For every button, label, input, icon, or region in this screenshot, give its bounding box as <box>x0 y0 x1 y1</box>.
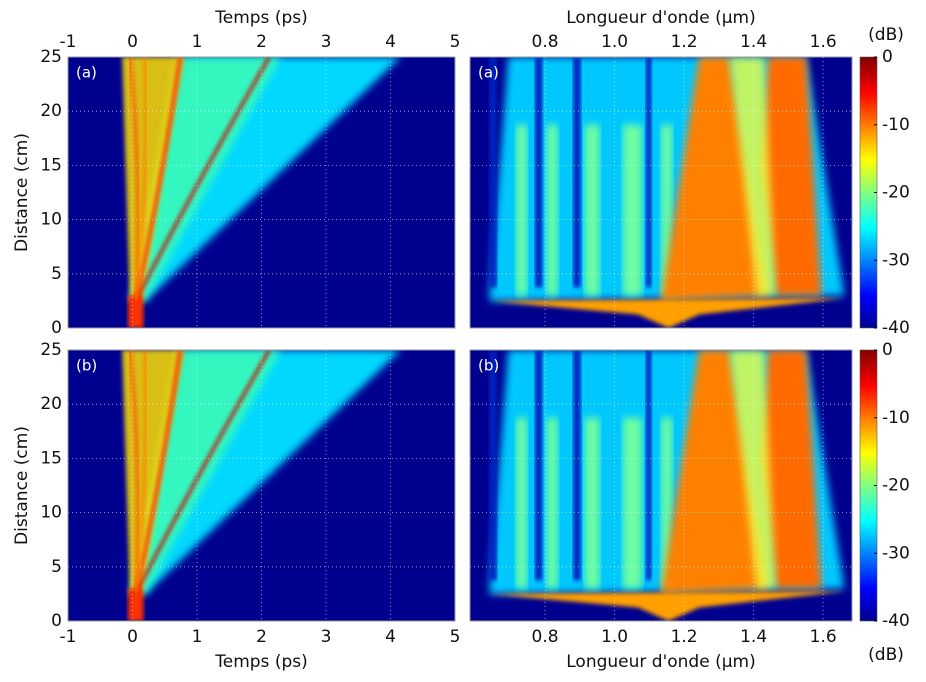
frame <box>469 349 853 622</box>
texture <box>573 57 581 288</box>
x-tick-label: 5 <box>450 32 461 52</box>
texture <box>489 57 497 288</box>
texture <box>489 298 845 328</box>
x-tick-label: 1 <box>192 32 203 52</box>
panel-label: (b) <box>76 357 97 375</box>
x-tick-label: 1.6 <box>810 627 837 647</box>
colorbar-tick-label: -20 <box>882 476 910 496</box>
x-tick-label: 1.0 <box>601 32 628 52</box>
x-tick-label: 1.0 <box>601 627 628 647</box>
x-tick-label: 4 <box>385 627 396 647</box>
texture <box>546 417 558 589</box>
texture <box>729 350 776 589</box>
colorbar-tick-label: -10 <box>882 408 910 428</box>
texture <box>127 588 144 621</box>
x-tick-label: 1 <box>192 627 203 647</box>
x-tick-label: 3 <box>321 32 332 52</box>
heatmap <box>470 57 852 328</box>
colorbar-tick-label: -30 <box>882 250 910 270</box>
x-tick-label: 4 <box>385 32 396 52</box>
texture <box>573 350 581 581</box>
x-tick-label: 1.4 <box>740 627 767 647</box>
y-tick-label: 15 <box>40 448 62 468</box>
y-tick-label: 0 <box>51 611 62 631</box>
panel-label: (b) <box>478 357 499 375</box>
texture <box>515 417 528 589</box>
x-tick-label: 0.8 <box>532 32 559 52</box>
colorbar-tick-label: -10 <box>882 115 910 135</box>
texture <box>622 417 642 589</box>
texture <box>534 350 543 581</box>
texture <box>661 417 673 589</box>
heatmap <box>68 57 455 328</box>
texture <box>134 57 148 302</box>
heatmap <box>470 350 852 621</box>
x-axis-label: Temps (ps) <box>214 652 307 672</box>
texture <box>622 124 642 296</box>
x-tick-label: 2 <box>256 32 267 52</box>
x-tick-label: 5 <box>450 627 461 647</box>
x-axis-label: Temps (ps) <box>214 8 307 28</box>
y-tick-label: 20 <box>40 394 62 414</box>
colorbar-tick-label: 0 <box>882 340 893 360</box>
y-tick-label: 25 <box>40 47 62 67</box>
y-axis-label: Distance (cm) <box>12 133 32 252</box>
y-tick-label: 0 <box>51 318 62 338</box>
texture <box>134 57 182 302</box>
y-tick-label: 10 <box>40 503 62 523</box>
texture <box>127 295 144 328</box>
y-tick-label: 5 <box>51 264 62 284</box>
colorbar-tick-label: 0 <box>882 47 893 67</box>
y-axis-label: Distance (cm) <box>12 426 32 545</box>
texture <box>661 57 768 301</box>
y-tick-label: 15 <box>40 155 62 175</box>
x-tick-label: 1.4 <box>740 32 767 52</box>
texture <box>645 350 652 581</box>
frame <box>67 56 456 329</box>
x-tick-label: 0 <box>127 32 138 52</box>
texture <box>134 350 182 595</box>
texture <box>661 124 673 296</box>
y-tick-label: 10 <box>40 210 62 230</box>
x-tick-label: 1.2 <box>671 32 698 52</box>
texture <box>760 57 822 296</box>
colorbar-tick-label: -40 <box>882 318 910 338</box>
x-tick-label: -1 <box>60 32 77 52</box>
texture <box>534 57 543 288</box>
texture <box>546 124 558 296</box>
texture <box>645 57 652 288</box>
texture <box>515 124 528 296</box>
heatmap <box>68 350 455 621</box>
panel-label: (a) <box>478 64 499 82</box>
texture <box>584 124 600 296</box>
texture <box>134 350 148 595</box>
frame <box>469 56 853 329</box>
texture <box>661 350 768 594</box>
colorbar-label: (dB) <box>868 25 904 45</box>
frame <box>67 349 456 622</box>
panel-label: (a) <box>76 64 97 82</box>
x-tick-label: 0.8 <box>532 627 559 647</box>
texture <box>584 417 600 589</box>
x-axis-label: Longueur d'onde (µm) <box>566 8 755 28</box>
x-tick-label: 1.2 <box>671 627 698 647</box>
colorbar-label: (dB) <box>868 645 904 665</box>
colorbar-tick-label: -40 <box>882 611 910 631</box>
x-tick-label: 0 <box>127 627 138 647</box>
texture <box>489 591 845 621</box>
y-tick-label: 5 <box>51 557 62 577</box>
x-axis-label: Longueur d'onde (µm) <box>566 652 755 672</box>
x-tick-label: 3 <box>321 627 332 647</box>
colorbar-tick-label: -20 <box>882 183 910 203</box>
y-tick-label: 25 <box>40 340 62 360</box>
texture <box>760 350 822 589</box>
colorbar-tick-label: -30 <box>882 543 910 563</box>
texture <box>489 350 497 581</box>
x-tick-label: 2 <box>256 627 267 647</box>
texture <box>729 57 776 296</box>
x-tick-label: 1.6 <box>810 32 837 52</box>
x-tick-label: -1 <box>60 627 77 647</box>
y-tick-label: 20 <box>40 101 62 121</box>
